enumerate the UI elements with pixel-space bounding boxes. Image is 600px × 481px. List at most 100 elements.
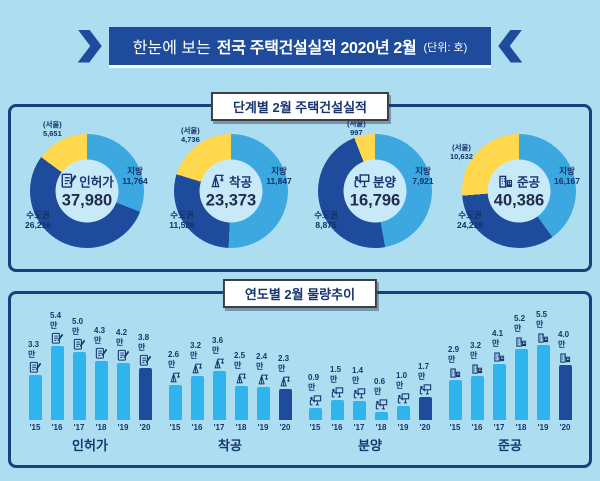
year-label: '16	[331, 423, 343, 432]
bar	[352, 401, 366, 420]
bar-column: 0.6만 '18	[374, 377, 388, 432]
ribbon-left-chevron-icon	[77, 29, 102, 63]
donut-total-value: 40,386	[493, 191, 545, 210]
bar	[536, 345, 550, 420]
bar	[168, 385, 182, 420]
header-title-band: 한눈에 보는 전국 주택건설실적 2020년 2월 (단위: 호)	[108, 27, 492, 65]
year-label: '19	[257, 423, 269, 432]
header-banner: 한눈에 보는 전국 주택건설실적 2020년 2월 (단위: 호)	[0, 27, 600, 65]
bar	[190, 376, 204, 420]
bar-column: 2.6만 '15	[168, 350, 182, 432]
crane-icon	[235, 372, 248, 386]
donut-title: 인허가	[79, 175, 114, 190]
bars-area: 3.3만 '15 5.4만 '16 5.0만 '17 4.3만 '18 4.2만 '19 3.8만 '…	[28, 310, 152, 432]
donut-ring: 인허가 37,980	[30, 134, 144, 248]
bar	[28, 375, 42, 420]
bar-value-label: 5.5만	[536, 310, 548, 329]
year-label: '19	[397, 423, 409, 432]
donut-center: 인허가 37,980	[55, 159, 119, 223]
bar-value-label: 4.3만	[94, 326, 106, 345]
bar	[278, 389, 292, 420]
bar-column: 3.3만 '15	[28, 340, 42, 432]
donut-chart-starts: 착공 23,373 (서울) 4,736 지방 11,847 수도권 11,526	[159, 117, 303, 267]
bar-column: 4.1만 '17	[492, 329, 506, 432]
permit-icon	[117, 349, 130, 363]
yearly-trend-section: 연도별 2월 물량추이 3.3만 '15 5.4만 '16 5.0만 '17 4.3만 '18…	[8, 279, 592, 468]
bar-value-label: 2.6만	[168, 350, 180, 369]
bar	[256, 387, 270, 420]
bar-charts-row: 3.3만 '15 5.4만 '16 5.0만 '17 4.3만 '18 4.2만 '19 3.8만 '…	[11, 294, 589, 454]
donut-ring: 준공 40,386	[462, 134, 576, 248]
bar-value-label: 2.5만	[234, 351, 246, 370]
bar-value-label: 5.4만	[50, 311, 62, 330]
year-label: '20	[419, 423, 431, 432]
stage-results-section: 단계별 2월 주택건설실적 인허가 37,980 (서울) 5,651 지방 11,764…	[8, 92, 592, 272]
year-label: '16	[191, 423, 203, 432]
presenter-icon	[354, 173, 371, 190]
trend-section-title: 연도별 2월 물량추이	[222, 279, 378, 308]
bar-value-label: 2.3만	[278, 354, 290, 373]
header-prefix: 한눈에 보는	[132, 40, 211, 57]
bar-value-label: 5.2만	[514, 314, 526, 333]
bar	[374, 412, 388, 420]
buildings-icon	[515, 335, 528, 349]
bar-value-label: 2.4만	[256, 352, 268, 371]
donut-chart-completions: 준공 40,386 (서울) 10,632 지방 16,167 수도권 24,219	[447, 117, 591, 267]
bar-value-label: 1.4만	[352, 366, 364, 385]
bar-column: 3.6만 '17	[212, 336, 226, 432]
jibang-segment-label: 지방 16,167	[554, 166, 580, 187]
jibang-segment-label: 지방 11,847	[266, 166, 292, 187]
bar-chart-caption: 분양	[358, 438, 382, 453]
bar	[212, 371, 226, 420]
bar-value-label: 4.2만	[116, 328, 128, 347]
bar	[116, 363, 130, 420]
crane-icon	[191, 362, 204, 376]
bar-value-label: 3.8만	[138, 333, 150, 352]
bar-value-label: 1.5만	[330, 365, 342, 384]
year-label: '20	[139, 423, 151, 432]
sudogwon-segment-label: 수도권 24,219	[457, 210, 483, 231]
year-label: '17	[353, 423, 365, 432]
bar-value-label: 3.2만	[470, 341, 482, 360]
bar-column: 1.4만 '17	[352, 366, 366, 432]
jibang-segment-label: 지방 7,921	[412, 166, 434, 187]
bar-column: 4.3만 '18	[94, 326, 108, 432]
presenter-icon	[375, 398, 388, 412]
year-label: '19	[537, 423, 549, 432]
presenter-icon	[419, 383, 432, 397]
buildings-icon	[493, 350, 506, 364]
bar-value-label: 0.6만	[374, 377, 386, 396]
bar-value-label: 3.6만	[212, 336, 224, 355]
year-label: '19	[117, 423, 129, 432]
permit-icon	[60, 173, 77, 190]
bar-chart-sales: 0.9만 '15 1.5만 '16 1.4만 '17 0.6만 '18 1.0만 '19 1.7만 '…	[301, 310, 439, 454]
bar-column: 4.2만 '19	[116, 328, 130, 432]
bar-column: 1.0만 '19	[396, 371, 410, 432]
crane-icon	[257, 373, 270, 387]
bar-column: 5.2만 '18	[514, 314, 528, 432]
bar	[138, 368, 152, 420]
year-label: '15	[29, 423, 41, 432]
permit-icon	[73, 338, 86, 352]
buildings-icon	[471, 362, 484, 376]
presenter-icon	[397, 392, 410, 406]
bar	[470, 376, 484, 420]
buildings-icon	[498, 173, 515, 190]
bar-column: 4.0만 '20	[558, 330, 572, 432]
donut-title: 착공	[228, 175, 252, 190]
year-label: '18	[235, 423, 247, 432]
crane-icon	[279, 375, 292, 389]
donut-center: 착공 23,373	[199, 159, 263, 223]
bar	[72, 352, 86, 420]
sudogwon-segment-label: 수도권 8,875	[314, 210, 338, 231]
bar	[492, 364, 506, 420]
buildings-icon	[537, 331, 550, 345]
year-label: '16	[471, 423, 483, 432]
bar-value-label: 1.7만	[418, 362, 430, 381]
bar	[448, 380, 462, 420]
stage-section-title: 단계별 2월 주택건설실적	[210, 92, 390, 121]
bar-column: 2.3만 '20	[278, 354, 292, 432]
bar	[418, 397, 432, 420]
bar-value-label: 3.2만	[190, 341, 202, 360]
